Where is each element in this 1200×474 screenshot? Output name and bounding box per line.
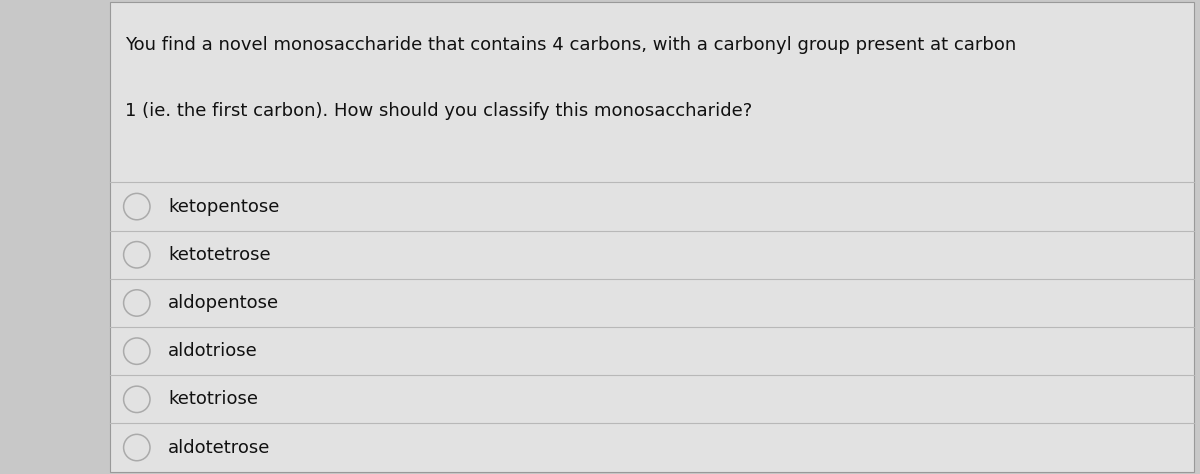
Text: aldotriose: aldotriose <box>168 342 258 360</box>
Text: 1 (ie. the first carbon). How should you classify this monosaccharide?: 1 (ie. the first carbon). How should you… <box>125 102 752 120</box>
Text: aldotetrose: aldotetrose <box>168 438 270 456</box>
Text: ketotriose: ketotriose <box>168 391 258 408</box>
Text: You find a novel monosaccharide that contains 4 carbons, with a carbonyl group p: You find a novel monosaccharide that con… <box>125 36 1016 54</box>
Text: ketopentose: ketopentose <box>168 198 280 216</box>
Text: ketotetrose: ketotetrose <box>168 246 271 264</box>
Text: aldopentose: aldopentose <box>168 294 280 312</box>
